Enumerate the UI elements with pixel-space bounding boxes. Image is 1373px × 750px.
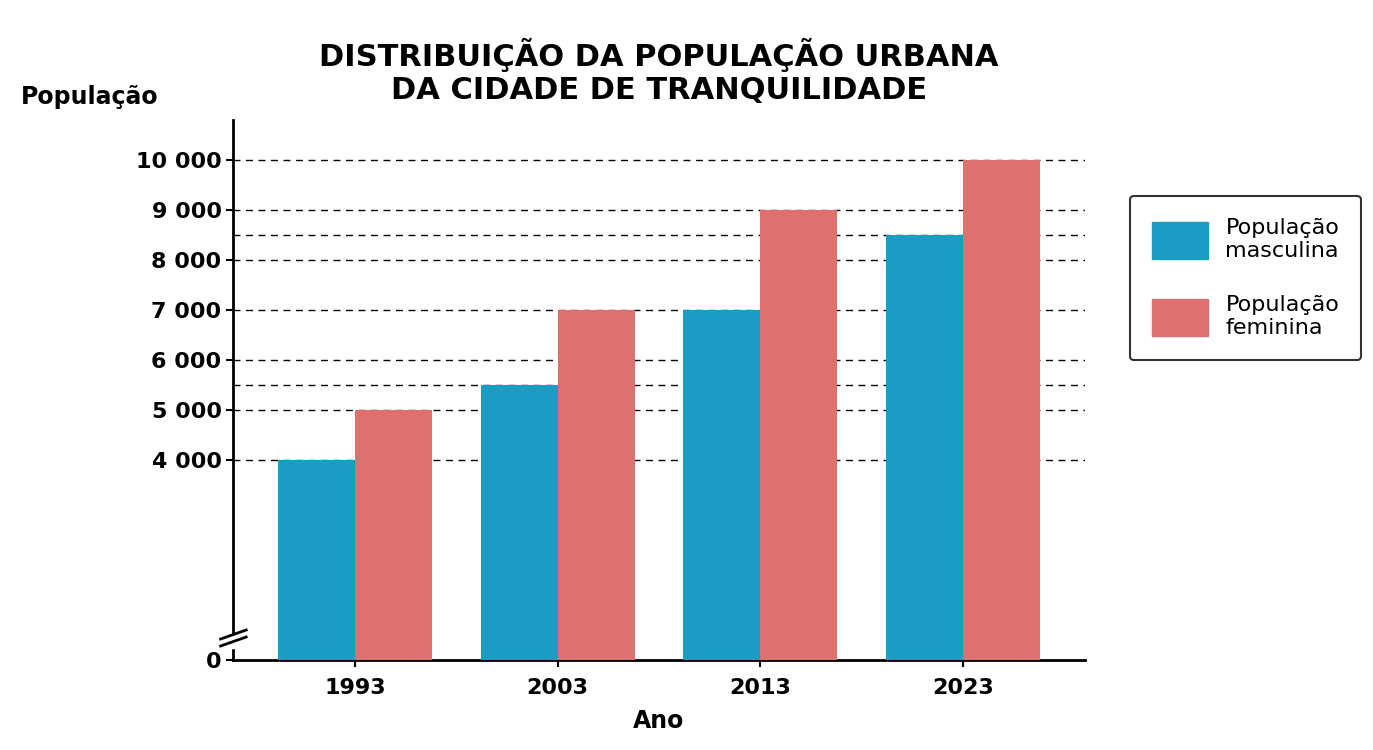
Bar	[761, 210, 838, 660]
Text: DISTRIBUIÇÃO DA POPULAÇÃO URBANA
DA CIDADE DE TRANQUILIDADE: DISTRIBUIÇÃO DA POPULAÇÃO URBANA DA CIDA…	[320, 38, 998, 105]
Bar	[277, 460, 356, 660]
Bar	[962, 160, 1041, 660]
Bar	[481, 385, 557, 660]
Text: População: População	[21, 86, 158, 109]
Legend: População
masculina, População
feminina: População masculina, População feminina	[1130, 196, 1362, 360]
Bar	[684, 310, 761, 660]
Bar	[886, 235, 962, 660]
X-axis label: Ano: Ano	[633, 710, 685, 734]
Bar	[557, 310, 634, 660]
Bar	[356, 410, 432, 660]
